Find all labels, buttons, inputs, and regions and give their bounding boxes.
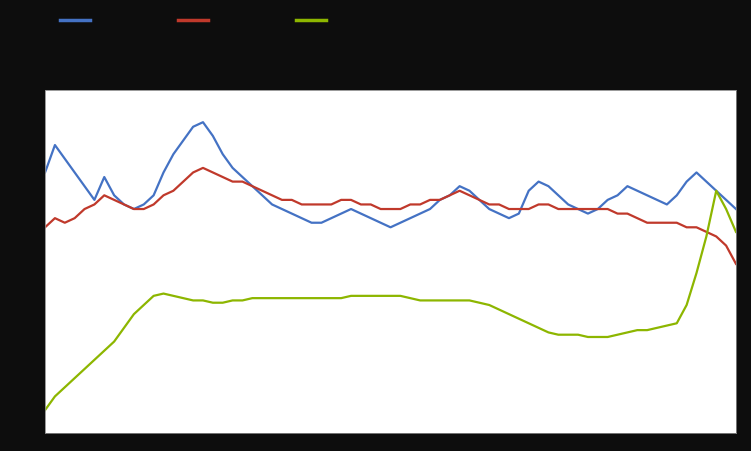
Legend: , , : , , — [59, 14, 337, 28]
